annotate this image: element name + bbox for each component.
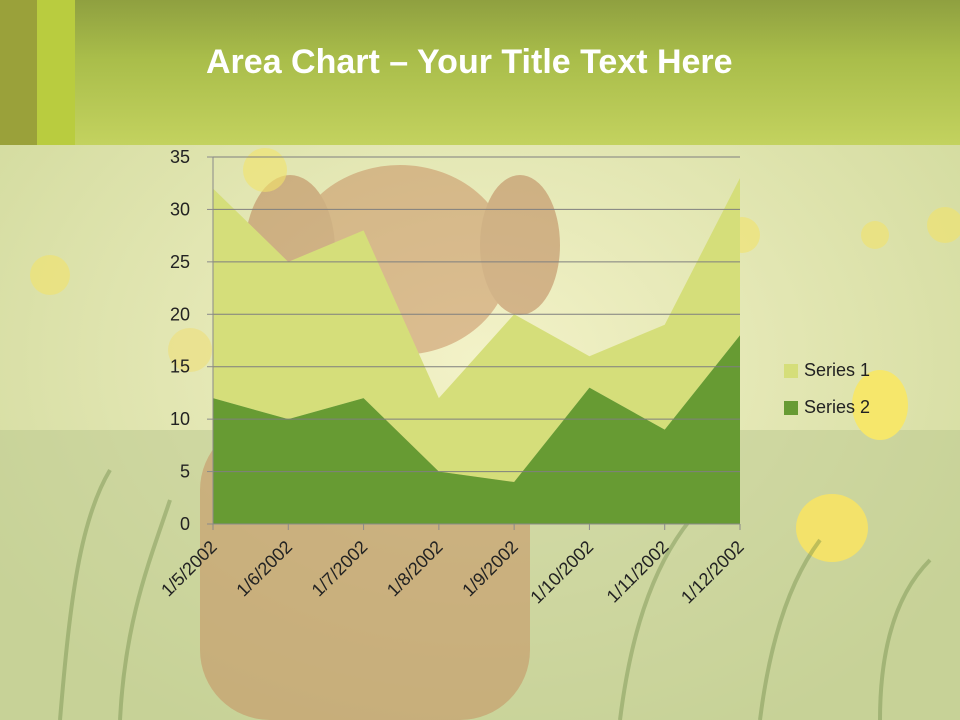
header-band (0, 0, 960, 145)
slide-title: Area Chart – Your Title Text Here (206, 40, 733, 84)
y-tick-label: 0 (180, 514, 190, 534)
x-tick-label: 1/5/2002 (157, 537, 221, 601)
legend-item-series-1: Series 1 (784, 358, 870, 383)
x-tick-label: 1/7/2002 (308, 537, 372, 601)
y-tick-label: 15 (170, 357, 190, 377)
legend-item-series-2: Series 2 (784, 395, 870, 420)
title-bold: Area Chart (206, 43, 380, 81)
area-layer (213, 177, 740, 524)
daffodil-flowers-bright (796, 370, 908, 562)
y-tick-label: 5 (180, 462, 190, 482)
y-tick-labels: 0 5 10 15 20 25 30 35 (170, 147, 190, 534)
x-tick-label: 1/12/2002 (677, 537, 748, 608)
x-tick-label: 1/10/2002 (526, 537, 597, 608)
x-tick-label: 1/8/2002 (383, 537, 447, 601)
area-series-1 (213, 177, 740, 483)
x-tick-label: 1/11/2002 (603, 537, 673, 607)
legend-swatch-series-1 (784, 363, 798, 378)
grass-blades (58, 468, 932, 720)
y-tick-label: 10 (170, 409, 190, 429)
y-tick-label: 20 (170, 304, 190, 324)
legend-swatch-series-2 (784, 400, 798, 415)
x-tick-label: 1/9/2002 (458, 537, 522, 601)
chart-legend: Series 1 Series 2 (784, 358, 870, 432)
y-tick-label: 35 (170, 147, 190, 167)
legend-label-series-1: Series 1 (804, 360, 871, 380)
y-tick-label: 30 (170, 199, 190, 219)
area-series-2 (213, 335, 740, 524)
header-accent-dark (0, 0, 37, 145)
header-accent-light (37, 0, 75, 145)
x-tick-labels: 1/5/2002 1/6/2002 1/7/2002 1/8/2002 1/9/2002… (157, 537, 748, 608)
axes (207, 156, 741, 530)
y-tick-label: 25 (170, 252, 190, 272)
x-tick-label: 1/6/2002 (232, 537, 296, 601)
legend-label-series-2: Series 2 (804, 397, 871, 417)
title-rest: – Your Title Text Here (379, 43, 733, 81)
gridlines (213, 156, 740, 473)
